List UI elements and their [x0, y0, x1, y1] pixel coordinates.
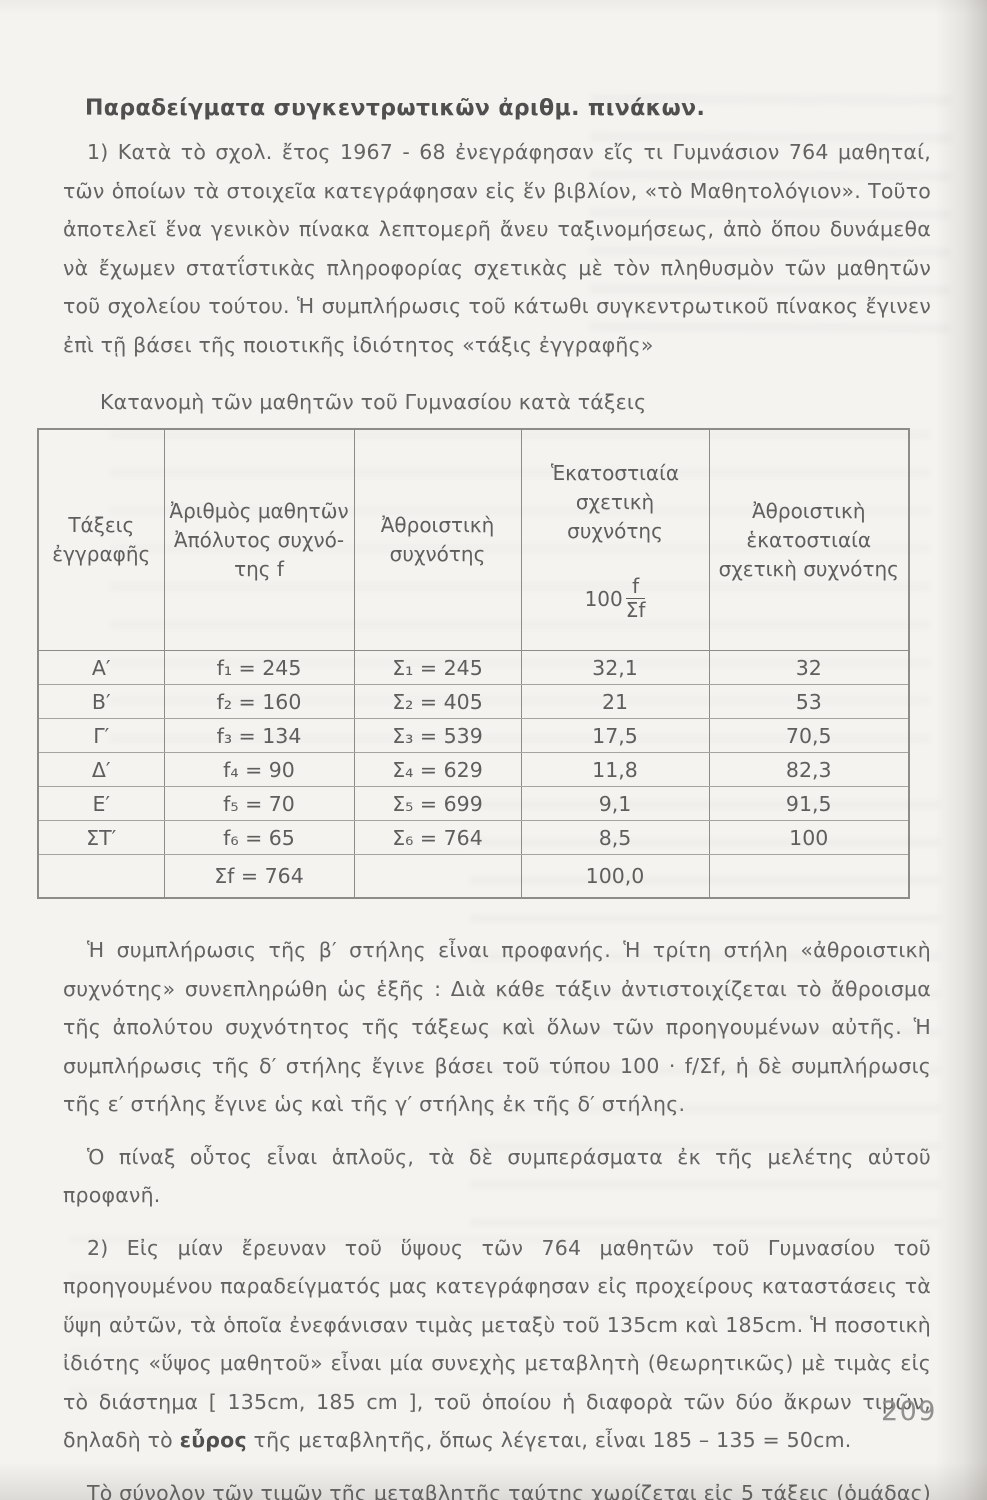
header-percent-relative-frequency: Ἑκατοστιαία σχετικὴ συχνότης 100 f Σf — [520, 429, 709, 651]
cell-cumulative: Σ₃ = 539 — [353, 718, 521, 753]
table-row: ΣΤ′ f₆ = 65 Σ₆ = 764 8,5 100 — [38, 820, 909, 855]
cell-percent: 8,5 — [520, 820, 709, 855]
cell-empty — [38, 855, 164, 899]
formula-denominator: Σf — [625, 598, 646, 622]
cell-cumulative: Σ₄ = 629 — [353, 752, 521, 787]
cell-percent: 21 — [520, 684, 709, 719]
cell-cumulative-percent: 82,3 — [708, 752, 909, 787]
cell-class: Β′ — [38, 684, 164, 719]
cell-class: ΣΤ′ — [38, 820, 164, 855]
cell-cumulative-percent: 91,5 — [708, 786, 909, 821]
cell-percent: 9,1 — [520, 786, 709, 821]
cell-cumulative-percent: 53 — [708, 684, 909, 719]
cell-class: Δ′ — [38, 752, 164, 787]
table-header-row: Τάξεις ἐγγραφῆς Ἀριθμὸς μαθητῶν Ἀπόλυτος… — [38, 429, 909, 651]
cell-frequency: f₆ = 65 — [163, 820, 354, 855]
cell-empty — [708, 854, 909, 898]
table-total-row: Σf = 764 100,0 — [38, 854, 909, 899]
header-cumulative-percent-frequency: Ἀθροιστικὴ ἑκατοστιαία σχετικὴ συχνότης — [708, 429, 909, 651]
cell-cumulative: Σ₁ = 245 — [353, 650, 521, 685]
header-percent-relative-frequency-label: Ἑκατοστιαία σχετικὴ συχνότης — [550, 461, 680, 543]
cell-empty — [353, 854, 521, 898]
paragraph-example2: 2) Εἰς μίαν ἔρευναν τοῦ ὕψους τῶν 764 μα… — [63, 1229, 931, 1460]
header-cumulative-frequency: Ἀθροιστικὴ συχνότης — [353, 429, 521, 651]
cell-class: Γ′ — [38, 718, 164, 753]
cell-cumulative: Σ₆ = 764 — [353, 820, 521, 855]
cell-cumulative: Σ₅ = 699 — [353, 786, 521, 821]
paragraph-example1-intro: 1) Κατὰ τὸ σχολ. ἔτος 1967 - 68 ἐνεγράφη… — [63, 140, 931, 357]
cell-frequency: f₃ = 134 — [163, 718, 354, 753]
page-number: 209 — [880, 1396, 937, 1427]
cell-frequency: f₁ = 245 — [163, 650, 354, 685]
paragraph-example2-text: τῆς μεταβλητῆς, ὅπως λέγεται, εἶναι 185 … — [246, 1428, 852, 1452]
formula-coefficient: 100 — [584, 586, 623, 611]
cell-cumulative: Σ₂ = 405 — [353, 684, 521, 719]
formula-fraction: f Σf — [625, 576, 646, 622]
table-row: Γ′ f₃ = 134 Σ₃ = 539 17,5 70,5 — [38, 718, 909, 753]
cell-cumulative-percent: 100 — [708, 820, 909, 855]
cell-frequency: f₂ = 160 — [163, 684, 354, 719]
page-edge-shadow-right — [935, 0, 987, 1500]
cell-percent: 11,8 — [520, 752, 709, 787]
table-caption: Κατανομὴ τῶν μαθητῶν τοῦ Γυμνασίου κατὰ … — [100, 390, 647, 414]
header-absolute-frequency: Ἀριθμὸς μαθητῶν Ἀπόλυτος συχνό- της f — [163, 429, 354, 651]
cell-class: Ε′ — [38, 786, 164, 821]
cell-percent: 17,5 — [520, 718, 709, 753]
table-row: Ε′ f₅ = 70 Σ₅ = 699 9,1 91,5 — [38, 786, 909, 821]
table-row: Α′ f₁ = 245 Σ₁ = 245 32,1 32 — [38, 650, 909, 685]
relative-frequency-formula: 100 f Σf — [522, 576, 709, 621]
cell-total-frequency: Σf = 764 — [163, 854, 354, 898]
cell-frequency: f₅ = 70 — [163, 786, 354, 821]
page-title: Παραδείγματα συγκεντρωτικῶν ἀριθμ. πινάκ… — [85, 96, 706, 121]
paragraph-table-conclusion: Ὁ πίναξ οὗτος εἶναι ἁπλοῦς, τὰ δὲ συμπερ… — [63, 1144, 931, 1208]
frequency-distribution-table: Τάξεις ἐγγραφῆς Ἀριθμὸς μαθητῶν Ἀπόλυτος… — [37, 428, 910, 899]
paragraph-column-explanation: Ἡ συμπλήρωσις τῆς β′ στήλης εἶναι προφαν… — [63, 938, 931, 1116]
cell-class: Α′ — [38, 650, 164, 685]
cell-total-percent: 100,0 — [520, 854, 709, 898]
formula-numerator: f — [625, 576, 646, 599]
cell-frequency: f₄ = 90 — [163, 752, 354, 787]
cell-percent: 32,1 — [520, 650, 709, 685]
term-range: εὖρος — [179, 1428, 247, 1452]
cell-cumulative-percent: 32 — [708, 650, 909, 685]
paragraph-example2-text: 2) Εἰς μίαν ἔρευναν τοῦ ὕψους τῶν 764 μα… — [63, 1235, 931, 1453]
header-registration-classes: Τάξεις ἐγγραφῆς — [38, 429, 164, 651]
cell-cumulative-percent: 70,5 — [708, 718, 909, 753]
paragraph-classes-division: Τὸ σύνολον τῶν τιμῶν τῆς μεταβλητῆς ταύτ… — [87, 1480, 932, 1500]
table-row: Β′ f₂ = 160 Σ₂ = 405 21 53 — [38, 684, 909, 719]
table-row: Δ′ f₄ = 90 Σ₄ = 629 11,8 82,3 — [38, 752, 909, 787]
